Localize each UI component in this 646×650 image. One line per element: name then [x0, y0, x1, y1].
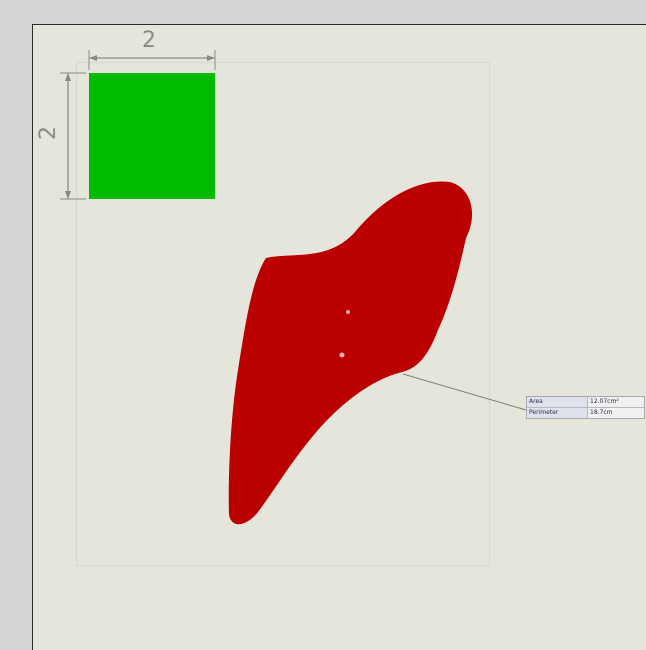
callout-row-perimeter: Perimeter 18.7cm: [527, 407, 644, 418]
width-dimension-arrow-left: [89, 55, 97, 61]
callout-key: Area: [527, 397, 588, 407]
height-dimension-arrow-bottom: [65, 191, 71, 199]
width-dimension-label: 2: [142, 28, 156, 53]
freeform-shape[interactable]: [228, 181, 473, 525]
reference-square[interactable]: [89, 73, 215, 199]
anchor-point: [339, 352, 345, 358]
callout-row-area: Area 12.07cm²: [527, 397, 644, 407]
sheet-border: [76, 62, 490, 566]
centroid-marker: [346, 310, 350, 314]
measurement-callout[interactable]: Area 12.07cm² Perimeter 18.7cm: [526, 396, 645, 419]
callout-value: 18.7cm: [590, 409, 613, 416]
callout-leader-line: [402, 373, 527, 411]
height-dimension-label: 2: [36, 126, 61, 140]
height-dimension-arrow-top: [65, 73, 71, 81]
callout-key: Perimeter: [527, 408, 588, 418]
callout-value: 12.07cm²: [590, 398, 619, 405]
width-dimension-arrow-right: [207, 55, 215, 61]
